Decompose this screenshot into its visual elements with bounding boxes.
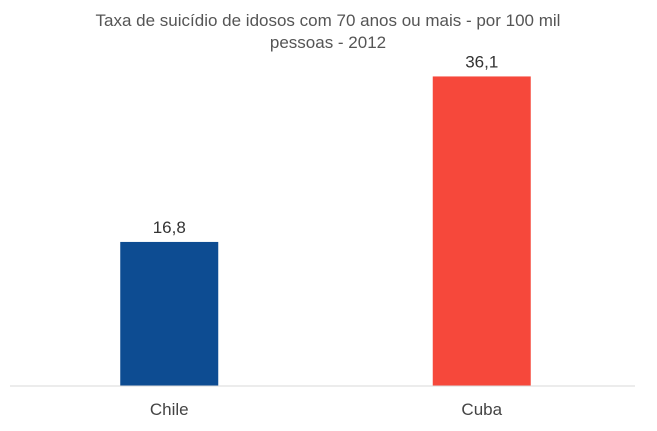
bars-layer <box>120 76 531 386</box>
chart-title-line-2: pessoas - 2012 <box>270 33 386 52</box>
chart-title-line-1: Taxa de suicídio de idosos com 70 anos o… <box>96 11 561 30</box>
bar-chile <box>120 241 219 386</box>
x-tick-label-cuba: Cuba <box>461 400 502 419</box>
labels-layer: 16,8 Chile 36,1 Cuba <box>150 52 503 419</box>
data-label-cuba: 36,1 <box>465 52 498 71</box>
data-label-chile: 16,8 <box>153 218 186 237</box>
bar-cuba <box>432 76 531 386</box>
x-tick-label-chile: Chile <box>150 400 189 419</box>
